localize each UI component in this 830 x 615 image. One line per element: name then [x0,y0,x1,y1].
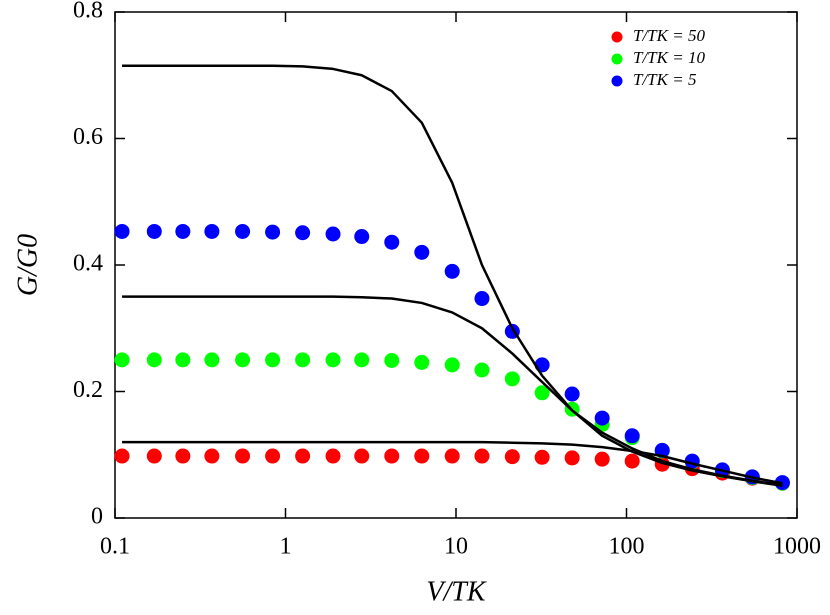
data-point [265,224,281,240]
data-point [265,352,281,368]
legend-label: T/TK = 50 [633,26,705,45]
data-point [384,353,400,369]
model-curve [122,440,783,485]
data-point [444,263,460,279]
data-point [295,225,311,241]
data-point [146,448,162,464]
x-tick-label: 1 [280,534,292,560]
model-curve [122,64,783,487]
x-tick-label: 1000 [773,534,821,560]
data-point [414,448,430,464]
data-point [534,449,550,465]
data-point [295,448,311,464]
legend-marker [611,75,623,87]
data-point [414,244,430,260]
x-tick-label: 10 [444,534,468,560]
data-point [235,352,251,368]
y-tick-label: 0.4 [73,251,103,277]
data-point [534,357,550,373]
data-point [384,234,400,250]
data-point [114,448,130,464]
data-point [325,352,341,368]
x-tick-label: 100 [609,534,645,560]
data-point [325,448,341,464]
data-point [564,386,580,402]
data-point [444,448,460,464]
data-point [354,448,370,464]
data-point [654,442,670,458]
data-point [146,223,162,239]
data-point [474,448,490,464]
data-point [474,291,490,307]
model-curve [122,295,783,487]
data-point [504,371,520,387]
data-point [564,450,580,466]
data-point [235,448,251,464]
data-point [175,448,191,464]
data-point [414,354,430,370]
data-point [114,352,130,368]
data-point [594,451,610,467]
y-tick-label: 0.2 [73,377,103,403]
data-point [204,223,220,239]
legend-label: T/TK = 10 [633,48,705,67]
data-point [444,357,460,373]
data-point [624,453,640,469]
legend-label: T/TK = 5 [633,70,696,89]
x-tick-label: 0.1 [100,534,130,560]
data-point [175,352,191,368]
y-tick-label: 0.8 [73,0,103,24]
data-point [384,448,400,464]
data-point [594,410,610,426]
data-point [235,223,251,239]
data-point [354,229,370,245]
y-axis-label: G/G0 [12,234,43,296]
data-point [204,352,220,368]
data-point [534,385,550,401]
legend-marker [611,31,623,43]
data-point [204,448,220,464]
data-point [175,223,191,239]
data-point [624,428,640,444]
data-point [325,226,341,242]
data-point [354,352,370,368]
legend-marker [611,53,623,65]
y-tick-label: 0.6 [73,124,103,150]
data-point [114,223,130,239]
data-point [265,448,281,464]
data-point [146,352,162,368]
data-point [474,362,490,378]
data-point [504,449,520,465]
x-axis-label: V/TK [426,576,486,607]
y-tick-label: 0 [91,504,103,530]
data-point [295,352,311,368]
